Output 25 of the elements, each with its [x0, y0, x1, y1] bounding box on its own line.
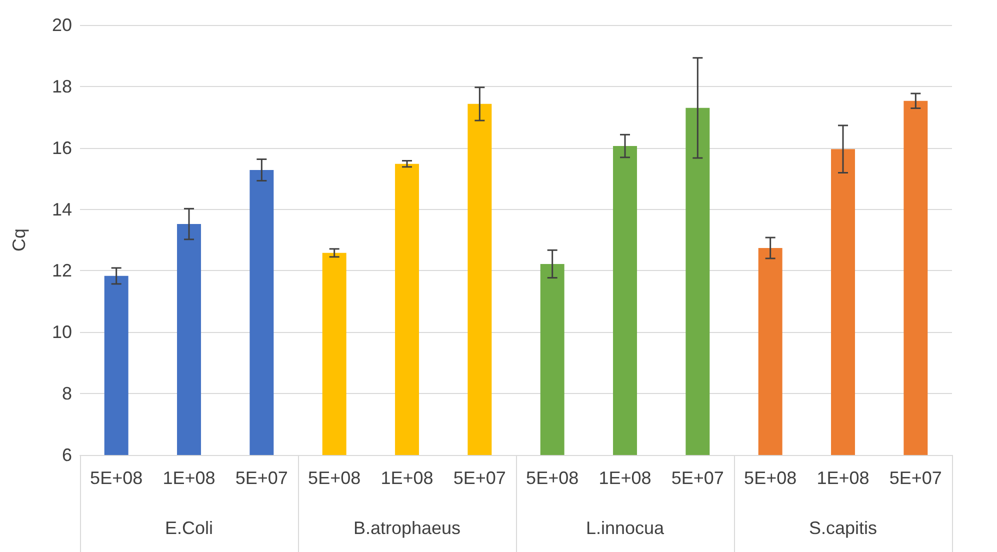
x-tick-label: 5E+07	[235, 468, 288, 488]
y-tick-label: 12	[52, 260, 72, 281]
text: B.atrophaeus	[353, 518, 461, 538]
x-tick-label: 1E+08	[380, 468, 434, 488]
x-tick-label: 5E+07	[889, 468, 942, 488]
x-tick-label: 5E+07	[671, 468, 724, 488]
x-tick-label: 5E+08	[90, 468, 143, 488]
x-tick-label: 1E+08	[162, 468, 216, 488]
text: L.innocua	[586, 518, 666, 538]
x-tick-label: 5E+08	[526, 468, 579, 488]
x-tick-label: 5E+07	[453, 468, 506, 488]
x-tick-label: 1E+08	[598, 468, 652, 488]
text: S.capitis	[808, 518, 878, 538]
y-tick-label: 14	[52, 199, 72, 220]
x-tick-label: 1E+08	[816, 468, 870, 488]
y-tick-label: 20	[52, 15, 72, 35]
y-tick-label: 18	[52, 76, 72, 96]
y-axis-title: Cq	[9, 228, 29, 252]
y-tick-label: 8	[62, 384, 72, 404]
y-tick-label: 10	[52, 322, 72, 342]
text: E.Coli	[164, 518, 214, 538]
y-tick-label: 16	[52, 138, 72, 158]
y-tick-label: 6	[62, 445, 72, 465]
x-tick-label: 5E+08	[308, 468, 361, 488]
x-tick-label: 5E+08	[744, 468, 797, 488]
